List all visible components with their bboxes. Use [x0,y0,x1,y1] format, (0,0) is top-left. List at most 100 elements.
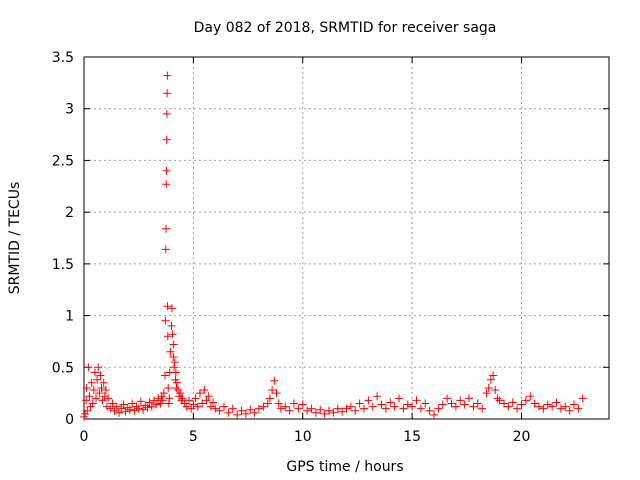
data-point [167,304,176,313]
data-point [164,383,173,392]
data-point [351,406,360,415]
x-tick-label: 20 [513,429,531,445]
data-point [163,71,172,80]
axis-ticks: 0 5 10 15 20 0 0.5 1 1.5 2 2.5 3 3.5 [52,50,609,445]
data-point [93,375,102,384]
data-point [303,406,312,415]
data-point [298,400,307,409]
data-point [241,409,250,418]
data-point [117,404,126,413]
data-point [145,398,154,407]
data-point [403,400,412,409]
data-point [451,402,460,411]
data-point [224,408,233,417]
data-point [390,402,399,411]
data-point [154,394,163,403]
data-point [421,399,430,408]
data-point [408,402,417,411]
data-point [285,406,294,415]
data-point [182,402,191,411]
data-point [130,406,139,415]
data-point [165,394,174,403]
data-point [83,406,92,415]
y-tick-label: 3.5 [52,50,74,66]
data-point [82,383,91,392]
data-point [276,404,285,413]
data-point [259,402,268,411]
data-point [274,399,283,408]
x-tick-label: 10 [294,429,312,445]
data-point [206,402,215,411]
data-point [187,404,196,413]
data-point [195,389,204,398]
data-point [166,347,175,356]
y-tick-label: 1 [65,309,74,325]
data-point [112,402,121,411]
data-point [162,166,171,175]
data-point [97,383,106,392]
data-point [150,396,158,405]
data-point [373,392,382,401]
data-point [469,402,478,411]
data-point [237,406,246,415]
data-point [209,398,218,407]
data-point [270,376,279,385]
data-point [204,392,213,401]
data-point [108,399,117,408]
data-point [268,386,277,395]
data-point [136,397,145,406]
data-point [115,408,123,417]
data-point [460,400,469,409]
data-point [434,404,443,413]
data-point [311,408,320,417]
data-point [94,363,103,372]
data-point [106,404,115,413]
grid [84,57,609,419]
data-point [170,358,179,367]
data-point [211,404,220,413]
data-point [482,389,491,398]
data-point [535,402,543,411]
data-point [495,396,504,405]
data-point [377,400,386,409]
data-point [360,404,368,413]
data-point [100,392,109,401]
data-point [338,407,347,416]
data-point [307,404,316,413]
data-point [561,402,570,411]
data-point [152,400,161,409]
data-point [250,408,259,417]
data-point [119,400,128,409]
data-point [425,406,434,415]
data-point [565,406,574,415]
data-point [478,404,487,413]
y-axis-label: SRMTID / TECUs [7,182,23,295]
data-point [163,302,172,311]
data-point [556,404,565,413]
data-point [294,404,303,413]
data-point [508,398,517,407]
y-tick-label: 0.5 [52,360,74,376]
data-point [104,394,113,403]
data-point [143,403,152,412]
data-point [325,406,333,415]
data-point [548,402,557,411]
data-point [521,396,530,405]
data-point [438,400,447,409]
data-points [80,71,587,421]
data-point [99,378,108,387]
data-point [169,352,178,361]
data-point [443,394,452,403]
data-point [530,399,539,408]
data-point [552,398,561,407]
data-point [147,402,156,411]
data-point [255,404,263,413]
data-point [543,400,552,409]
data-point [342,404,351,413]
x-tick-label: 15 [403,429,421,445]
data-point [517,400,526,409]
data-point [102,402,111,411]
data-point [161,245,170,254]
y-tick-label: 2.5 [52,153,74,169]
